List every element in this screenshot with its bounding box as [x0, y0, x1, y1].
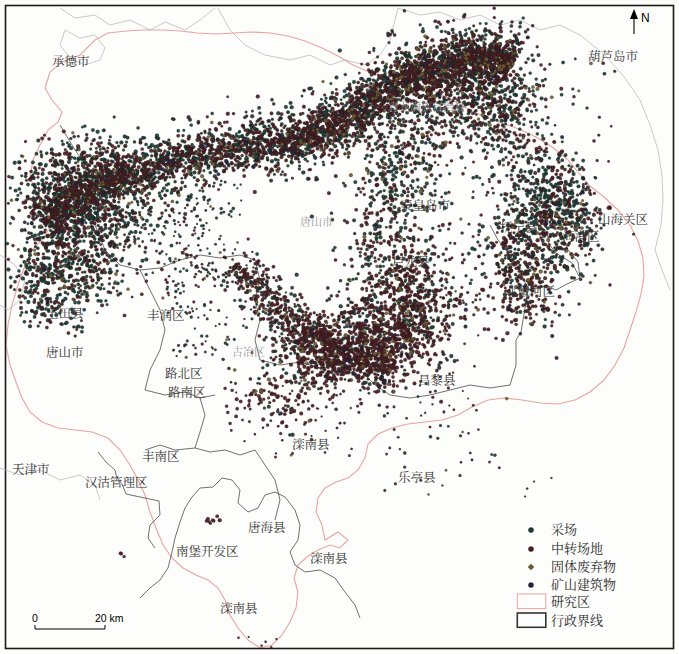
svg-text:北戴河区: 北戴河区 [505, 282, 555, 300]
svg-text:古冶区: 古冶区 [232, 343, 265, 359]
svg-text:行政界线: 行政界线 [551, 610, 603, 629]
svg-text:滦南县: 滦南县 [292, 435, 330, 453]
svg-text:玉田县: 玉田县 [46, 304, 84, 322]
svg-text:卢龙县: 卢龙县 [392, 252, 430, 270]
svg-text:20 km: 20 km [95, 612, 124, 624]
svg-text:山海关区: 山海关区 [598, 210, 648, 228]
svg-text:海港区: 海港区 [562, 227, 600, 245]
svg-text:秦皇岛市: 秦皇岛市 [400, 196, 450, 214]
svg-text:N: N [641, 11, 650, 25]
svg-text:0: 0 [32, 612, 38, 624]
svg-text:抚宁县: 抚宁县 [500, 218, 538, 236]
svg-text:丰润区: 丰润区 [147, 306, 185, 324]
svg-text:滦南县: 滦南县 [220, 599, 258, 617]
svg-text:路南区: 路南区 [168, 383, 206, 401]
svg-text:青龙满族自治县: 青龙满族自治县 [388, 98, 465, 114]
svg-text:采场: 采场 [551, 519, 577, 538]
svg-text:唐山市: 唐山市 [300, 213, 333, 229]
svg-text:路北区: 路北区 [165, 364, 203, 382]
svg-text:南堡开发区: 南堡开发区 [176, 542, 239, 560]
svg-text:丰南区: 丰南区 [142, 447, 180, 465]
svg-text:唐海县: 唐海县 [248, 518, 286, 536]
svg-text:汉沽管理区: 汉沽管理区 [85, 473, 148, 491]
svg-text:唐山市: 唐山市 [46, 343, 84, 361]
svg-text:研究区: 研究区 [551, 591, 590, 610]
svg-text:昌黎县: 昌黎县 [418, 371, 456, 389]
svg-text:滦南县: 滦南县 [310, 549, 348, 567]
svg-text:承德市: 承德市 [52, 52, 90, 70]
svg-text:中转场地: 中转场地 [551, 538, 603, 557]
svg-text:乐亭县: 乐亭县 [398, 468, 436, 486]
svg-text:固体废弃物: 固体废弃物 [551, 556, 616, 575]
svg-text:天津市: 天津市 [12, 460, 50, 478]
svg-text:葫芦岛市: 葫芦岛市 [588, 47, 638, 65]
